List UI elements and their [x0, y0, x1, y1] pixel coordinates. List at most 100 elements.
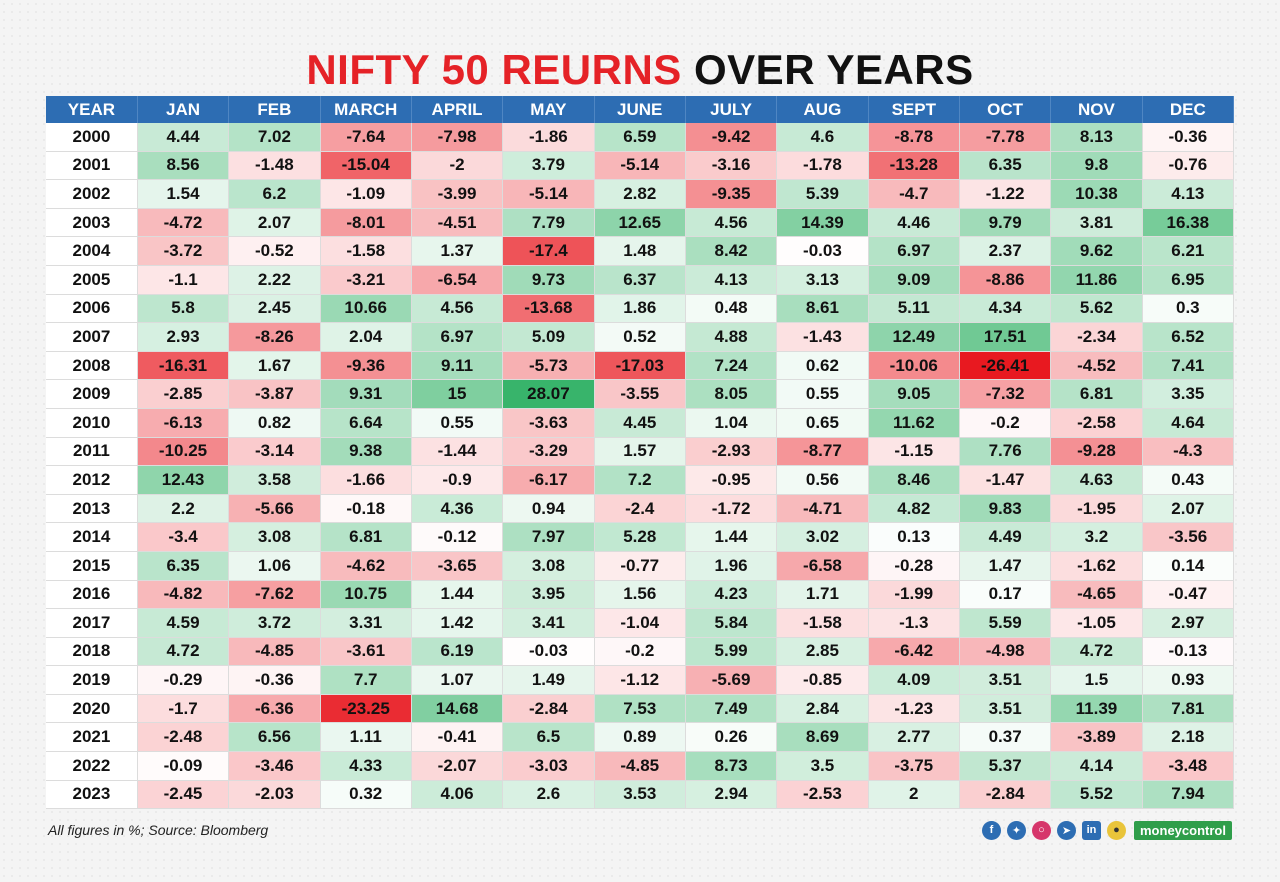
value-cell: 1.57	[594, 437, 686, 467]
facebook-icon[interactable]: f	[982, 820, 1001, 840]
value-cell: -3.56	[1142, 522, 1235, 552]
value-cell: -4.7	[868, 179, 960, 209]
header-feb: FEB	[228, 96, 321, 123]
value-cell: -0.9	[411, 465, 504, 495]
value-cell: 5.52	[1050, 780, 1143, 810]
value-cell: 11.86	[1050, 265, 1143, 295]
value-cell: -0.36	[1142, 123, 1235, 152]
year-cell: 2019	[46, 665, 138, 695]
value-cell: -8.77	[776, 437, 869, 467]
value-cell: -3.63	[502, 408, 595, 438]
value-cell: -3.48	[1142, 751, 1235, 781]
value-cell: 6.37	[594, 265, 686, 295]
value-cell: 6.97	[868, 236, 960, 266]
value-cell: 1.37	[411, 236, 504, 266]
value-cell: 6.19	[411, 637, 504, 667]
value-cell: -7.64	[320, 123, 412, 152]
value-cell: 4.13	[685, 265, 778, 295]
value-cell: 2.07	[1142, 494, 1235, 524]
value-cell: -3.61	[320, 637, 412, 667]
value-cell: -15.04	[320, 151, 412, 181]
year-cell: 2005	[46, 265, 138, 295]
table-row: 2011 -10.25 -3.14 9.38 -1.44 -3.29 1.57 -2.93 -8…	[46, 437, 1235, 467]
value-cell: 4.59	[137, 608, 230, 638]
value-cell: -2.07	[411, 751, 504, 781]
value-cell: 9.83	[959, 494, 1052, 524]
table-row: 2003 -4.72 2.07 -8.01 -4.51 7.79 12.65 4.56 14.3…	[46, 208, 1235, 238]
value-cell: -2.4	[594, 494, 686, 524]
value-cell: -1.1	[137, 265, 230, 295]
value-cell: -1.62	[1050, 551, 1143, 581]
value-cell: 12.43	[137, 465, 230, 495]
value-cell: -3.72	[137, 236, 230, 266]
value-cell: 4.13	[1142, 179, 1235, 209]
value-cell: 3.13	[776, 265, 869, 295]
value-cell: 3.95	[502, 580, 595, 610]
value-cell: 7.2	[594, 465, 686, 495]
value-cell: 9.8	[1050, 151, 1143, 181]
value-cell: 4.49	[959, 522, 1052, 552]
value-cell: 1.86	[594, 294, 686, 324]
value-cell: 2.37	[959, 236, 1052, 266]
snapchat-icon[interactable]: ●	[1107, 820, 1126, 840]
value-cell: -0.36	[228, 665, 321, 695]
value-cell: 0.55	[411, 408, 504, 438]
value-cell: -3.21	[320, 265, 412, 295]
value-cell: 8.69	[776, 722, 869, 753]
year-cell: 2023	[46, 780, 138, 810]
header-dec: DEC	[1142, 96, 1235, 123]
value-cell: 7.76	[959, 437, 1052, 467]
table-row: 2005 -1.1 2.22 -3.21 -6.54 9.73 6.37 4.13 3.13 9.…	[46, 265, 1235, 295]
value-cell: 3.08	[228, 522, 321, 552]
header-jan: JAN	[137, 96, 230, 123]
value-cell: 1.42	[411, 608, 504, 638]
value-cell: -3.29	[502, 437, 595, 467]
value-cell: -1.72	[685, 494, 778, 524]
value-cell: -1.7	[137, 694, 230, 724]
value-cell: 3.2	[1050, 522, 1143, 552]
value-cell: 2.82	[594, 179, 686, 209]
value-cell: 7.49	[685, 694, 778, 724]
value-cell: -0.18	[320, 494, 412, 524]
year-cell: 2016	[46, 580, 138, 610]
header-may: MAY	[502, 96, 595, 123]
instagram-icon[interactable]: ○	[1032, 820, 1051, 840]
telegram-icon[interactable]: ➤	[1057, 820, 1076, 840]
value-cell: 4.44	[137, 123, 230, 152]
value-cell: -1.3	[868, 608, 960, 638]
table-row: 2004 -3.72 -0.52 -1.58 1.37 -17.4 1.48 8.42 -0.0…	[46, 236, 1235, 266]
value-cell: 5.28	[594, 522, 686, 552]
table-row: 2000 4.44 7.02 -7.64 -7.98 -1.86 6.59 -9.42 4.6-…	[46, 123, 1235, 152]
value-cell: 0.48	[685, 294, 778, 324]
value-cell: -4.51	[411, 208, 504, 238]
year-cell: 2011	[46, 437, 138, 467]
header-sept: SEPT	[868, 96, 960, 123]
table-row: 2013 2.2 -5.66 -0.18 4.36 0.94 -2.4 -1.72 -4.71 4…	[46, 494, 1235, 524]
table-row: 2020 -1.7 -6.36 -23.25 14.68 -2.84 7.53 7.49 2.8…	[46, 694, 1235, 724]
value-cell: -0.2	[959, 408, 1052, 438]
value-cell: 10.75	[320, 580, 412, 610]
value-cell: 1.67	[228, 351, 321, 381]
value-cell: -6.36	[228, 694, 321, 724]
value-cell: 5.99	[685, 637, 778, 667]
value-cell: 3.53	[594, 780, 686, 810]
value-cell: -9.28	[1050, 437, 1143, 467]
value-cell: 0.17	[959, 580, 1052, 610]
value-cell: -16.31	[137, 351, 230, 381]
value-cell: 9.11	[411, 351, 504, 381]
value-cell: -3.75	[868, 751, 960, 781]
value-cell: -0.29	[137, 665, 230, 695]
twitter-icon[interactable]: ✦	[1007, 820, 1026, 840]
table-row: 2023 -2.45 -2.03 0.32 4.06 2.6 3.53 2.94 -2.53 2-…	[46, 780, 1235, 810]
value-cell: -1.66	[320, 465, 412, 495]
value-cell: 9.09	[868, 265, 960, 295]
value-cell: 9.62	[1050, 236, 1143, 266]
value-cell: -4.85	[594, 751, 686, 781]
value-cell: -4.62	[320, 551, 412, 581]
linkedin-icon[interactable]: in	[1082, 820, 1101, 840]
value-cell: -9.42	[685, 123, 778, 152]
value-cell: 2.22	[228, 265, 321, 295]
value-cell: -5.66	[228, 494, 321, 524]
value-cell: 15	[411, 379, 504, 409]
header-year: YEAR	[46, 96, 138, 123]
